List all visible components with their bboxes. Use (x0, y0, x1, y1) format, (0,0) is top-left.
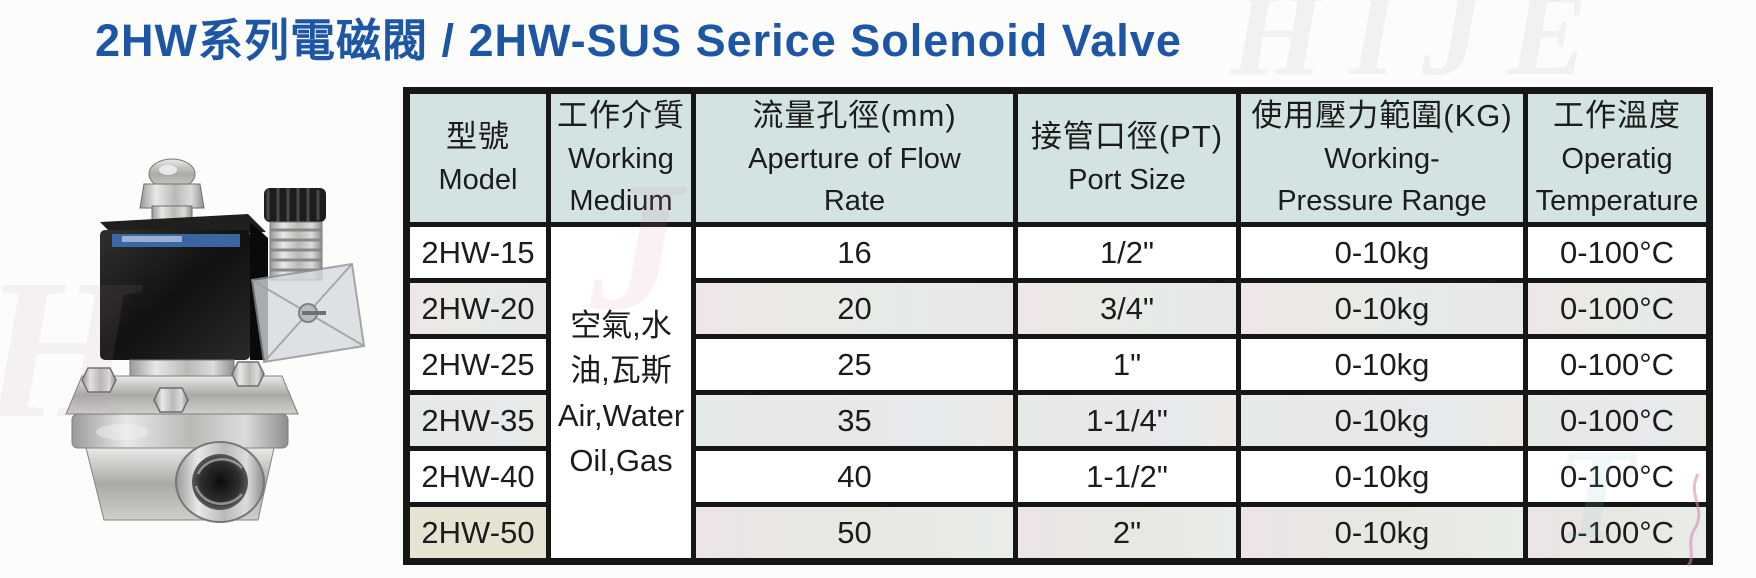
col-header-medium-en: Working (568, 143, 674, 175)
model-cell: 2HW-25 (404, 334, 551, 395)
port-cell: 3/4" (1013, 278, 1241, 339)
col-header-flow-zh: 流量孔徑(mm) (752, 98, 957, 133)
port-cell: 1" (1013, 334, 1241, 395)
col-header-port-en: Port Size (1068, 164, 1186, 196)
medium-line: 空氣,水 (570, 307, 672, 343)
col-header-flow: 流量孔徑(mm) Aperture of Flow Rate (691, 88, 1018, 227)
col-header-flow-en: Aperture of Flow (748, 143, 961, 175)
header-row: 型號 Model 工作介質 Working Medium 流量孔徑(mm) Ap… (404, 88, 1712, 227)
port-cell: 1-1/4" (1013, 390, 1241, 451)
temp-cell: 0-100°C (1523, 446, 1712, 507)
table-row: 2HW-15 空氣,水 油,瓦斯 Air,Water Oil,Gas 16 1/… (404, 222, 1712, 564)
product-photo (52, 122, 402, 530)
pressure-cell: 0-10kg (1236, 446, 1528, 507)
model-cell: 2HW-40 (404, 446, 551, 507)
pressure-cell: 0-10kg (1236, 334, 1528, 395)
col-header-medium-zh: 工作介質 (557, 98, 685, 133)
flow-cell: 25 (691, 334, 1018, 395)
temp-cell: 0-100°C (1523, 502, 1712, 564)
table-row: 2HW-50 50 2" 0-10kg 0-100°C (404, 502, 1712, 564)
table-row: 2HW-25 25 1" 0-10kg 0-100°C (404, 334, 1712, 395)
working-medium-cell: 空氣,水 油,瓦斯 Air,Water Oil,Gas (546, 222, 696, 564)
port-cell: 2" (1013, 502, 1241, 564)
model-cell: 2HW-35 (404, 390, 551, 451)
model-cell: 2HW-15 (404, 222, 551, 283)
valve-body (65, 359, 299, 523)
flow-cell: 40 (691, 446, 1018, 507)
temp-cell: 0-100°C (1523, 334, 1712, 395)
medium-line: Air,Water (557, 397, 685, 433)
model-cell: 2HW-20 (404, 278, 551, 339)
spec-table: 型號 Model 工作介質 Working Medium 流量孔徑(mm) Ap… (403, 87, 1713, 565)
col-header-pressure-en: Working- (1324, 143, 1440, 175)
valve-top-stem (139, 158, 205, 225)
col-header-medium: 工作介質 Working Medium (546, 88, 696, 227)
col-header-pressure-zh: 使用壓力範圍(KG) (1251, 98, 1513, 133)
pressure-cell: 0-10kg (1236, 222, 1528, 283)
port-cell: 1-1/2" (1013, 446, 1241, 507)
col-header-temp: 工作溫度 Operatig Temperature (1523, 88, 1712, 227)
col-header-model-zh: 型號 (446, 119, 510, 154)
table-row: 2HW-40 40 1-1/2" 0-10kg 0-100°C (404, 446, 1712, 507)
col-header-model-en: Model (438, 164, 518, 196)
pressure-cell: 0-10kg (1236, 278, 1528, 339)
table-row: 2HW-20 20 3/4" 0-10kg 0-100°C (404, 278, 1712, 339)
col-header-temp-zh: 工作溫度 (1553, 98, 1681, 133)
valve-photo-illustration (65, 158, 366, 523)
table-row: 2HW-35 35 1-1/4" 0-10kg 0-100°C (404, 390, 1712, 451)
valve-coil (100, 214, 268, 360)
pressure-cell: 0-10kg (1236, 390, 1528, 451)
model-cell: 2HW-50 (404, 502, 551, 564)
flow-cell: 16 (691, 222, 1018, 283)
pressure-cell: 0-10kg (1236, 502, 1528, 564)
temp-cell: 0-100°C (1523, 278, 1712, 339)
page-title: 2HW系列電磁閥 / 2HW-SUS Serice Solenoid Valve (95, 15, 1182, 66)
col-header-port-zh: 接管口徑(PT) (1030, 119, 1224, 154)
temp-cell: 0-100°C (1523, 390, 1712, 451)
col-header-port: 接管口徑(PT) Port Size (1013, 88, 1241, 227)
flow-cell: 20 (691, 278, 1018, 339)
col-header-pressure: 使用壓力範圍(KG) Working- Pressure Range (1236, 88, 1528, 227)
col-header-model: 型號 Model (404, 88, 551, 227)
medium-line: 油,瓦斯 (570, 352, 672, 388)
flow-cell: 35 (691, 390, 1018, 451)
medium-line: Oil,Gas (569, 442, 673, 478)
flow-cell: 50 (691, 502, 1018, 564)
col-header-temp-en: Operatig (1561, 143, 1673, 175)
temp-cell: 0-100°C (1523, 222, 1712, 283)
port-cell: 1/2" (1013, 222, 1241, 283)
valve-connector (250, 188, 366, 364)
